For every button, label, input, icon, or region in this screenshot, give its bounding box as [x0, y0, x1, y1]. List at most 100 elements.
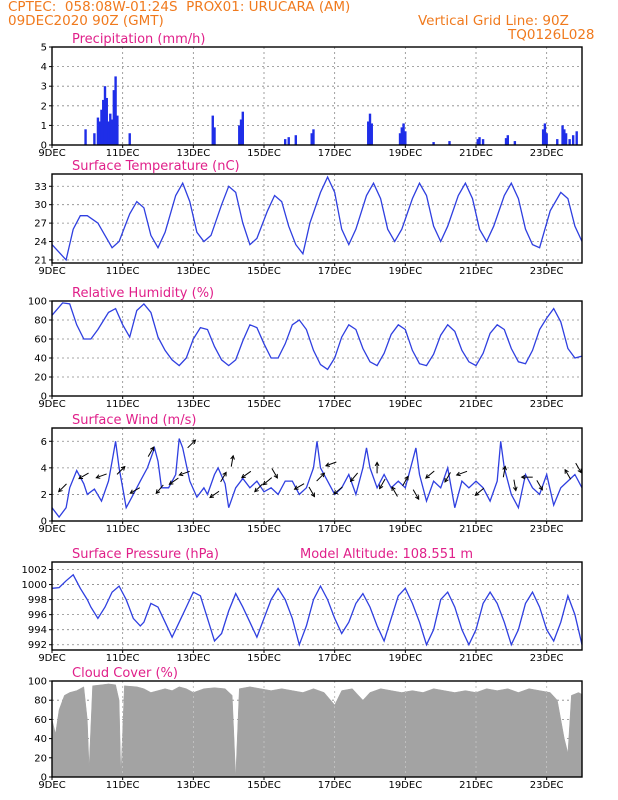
precip-ytick-label: 3: [41, 82, 47, 93]
cloud-xtick-label: 13DEC: [176, 780, 210, 791]
cloud-xtick-label: 21DEC: [459, 780, 493, 791]
precip-bar: [541, 129, 545, 145]
wind-vector-arrowhead: [577, 468, 582, 474]
cloud-ytick-label: 60: [34, 715, 47, 726]
temp-ytick-label: 21: [34, 255, 47, 266]
wind-vector-arrowhead: [320, 472, 326, 478]
wind-ytick-label: 2: [41, 490, 47, 501]
wind-vector-arrowhead: [520, 474, 526, 480]
cloud-xtick-label: 17DEC: [318, 780, 352, 791]
precip-bar: [110, 119, 114, 145]
wind-vector-arrowhead: [374, 461, 380, 467]
wind-xtick-label: 23DEC: [530, 524, 564, 535]
wind-vector-arrow: [271, 468, 278, 479]
precip-bar: [93, 133, 96, 145]
precip-ytick-label: 2: [41, 101, 47, 112]
temp-xtick-label: 13DEC: [176, 266, 210, 277]
pressure-ytick-label: 994: [28, 625, 47, 636]
precip-bar: [211, 115, 214, 145]
wind-vector-arrow: [536, 480, 543, 491]
precip-bar: [506, 135, 509, 145]
wind-vector-arrow: [230, 455, 234, 467]
precip-bar: [294, 135, 297, 145]
cloud-ytick-label: 20: [34, 753, 47, 764]
temp-ytick-label: 33: [34, 182, 47, 193]
wind-xtick-label: 9DEC: [38, 524, 65, 535]
wind-vector-arrowhead: [349, 477, 355, 483]
wind-vector-arrowhead: [150, 446, 155, 452]
precip-xtick-label: 21DEC: [459, 148, 493, 159]
temp-xtick-label: 23DEC: [530, 266, 564, 277]
wind-vector-arrow: [402, 476, 409, 487]
precip-bar: [404, 131, 407, 145]
rh-ytick-label: 40: [34, 354, 47, 365]
wind-vector-arrowhead: [155, 489, 161, 495]
precip-ytick-label: 1: [41, 121, 47, 132]
precip-bar: [105, 97, 108, 145]
precip-bar: [284, 139, 287, 145]
cloud-ytick-label: 0: [41, 773, 47, 784]
wind-frame: [51, 427, 583, 522]
precip-bar: [84, 129, 87, 145]
precip-bar: [114, 76, 117, 145]
precip-xtick-label: 15DEC: [247, 148, 281, 159]
cloud-xtick-label: 23DEC: [530, 780, 564, 791]
pressure-ytick-label: 1000: [22, 580, 47, 591]
wind-vector-arrow: [169, 477, 179, 485]
pressure-xtick-label: 9DEC: [38, 653, 65, 664]
precip-bar: [100, 109, 103, 145]
pressure-ytick-label: 996: [28, 610, 47, 621]
wind-vector-arrow: [513, 479, 517, 491]
wind-series-line: [51, 438, 583, 519]
wind-vector-arrowhead: [293, 485, 299, 490]
header-model-id: TQ0126L028: [508, 27, 595, 43]
wind-vector-arrow: [147, 446, 155, 457]
wind-vector-arrowhead: [57, 487, 63, 493]
precip-bar: [556, 139, 559, 145]
rh-xtick-label: 17DEC: [318, 399, 352, 410]
wind-vector-arrow: [294, 483, 305, 490]
wind-vector-arrowhead: [230, 454, 235, 460]
wind-vector-arrow: [333, 486, 343, 495]
wind-vector-arrow: [391, 486, 398, 497]
pressure-annotation: Model Altitude: 108.551 m: [300, 547, 473, 562]
wind-vector-arrow: [241, 470, 252, 479]
precip-bar: [561, 125, 564, 145]
wind-vector-arrow: [412, 489, 420, 500]
pressure-ytick-label: 992: [28, 640, 47, 651]
wind-vector-arrow: [379, 478, 386, 489]
wind-vector-arrow: [209, 490, 220, 498]
cloud-title: Cloud Cover (%): [72, 666, 178, 681]
rh-title: Relative Humidity (%): [72, 286, 214, 301]
wind-vector-arrowhead: [379, 484, 384, 490]
precip-bar: [575, 131, 578, 145]
wind-vector-arrowhead: [512, 486, 518, 492]
precip-bar: [96, 117, 100, 145]
wind-vector-arrow: [96, 473, 107, 479]
wind-vector-arrowhead: [129, 489, 135, 494]
rh-ytick-label: 60: [34, 335, 47, 346]
wind-vector-arrowhead: [254, 487, 259, 493]
precip-bar: [504, 138, 508, 145]
wind-vector-arrow: [116, 466, 126, 475]
wind-xtick-label: 15DEC: [247, 524, 281, 535]
precip-ytick-label: 0: [41, 141, 47, 152]
wind-vector-arrow: [155, 484, 164, 494]
temp-ytick-label: 27: [34, 219, 47, 230]
rh-xtick-label: 13DEC: [176, 399, 210, 410]
pressure-xtick-label: 23DEC: [530, 653, 564, 664]
wind-vector-arrowhead: [564, 468, 569, 474]
wind-vector-arrow: [350, 472, 359, 482]
precip-bar: [107, 121, 110, 145]
rh-xtick-label: 11DEC: [106, 399, 140, 410]
wind-ytick-label: 6: [41, 437, 47, 448]
rh-xtick-label: 15DEC: [247, 399, 281, 410]
cloud-frame: [51, 680, 583, 778]
header-station: CPTEC: 058:08W-01:24S PROX01: URUCARA (A…: [8, 0, 351, 15]
precip-bar: [448, 141, 451, 145]
wind-vector-arrowhead: [310, 492, 315, 498]
wind-vector-arrowhead: [474, 491, 480, 496]
wind-vector-arrowhead: [222, 471, 227, 477]
header-run-date: 09DEC2020 90Z (GMT): [8, 13, 164, 29]
